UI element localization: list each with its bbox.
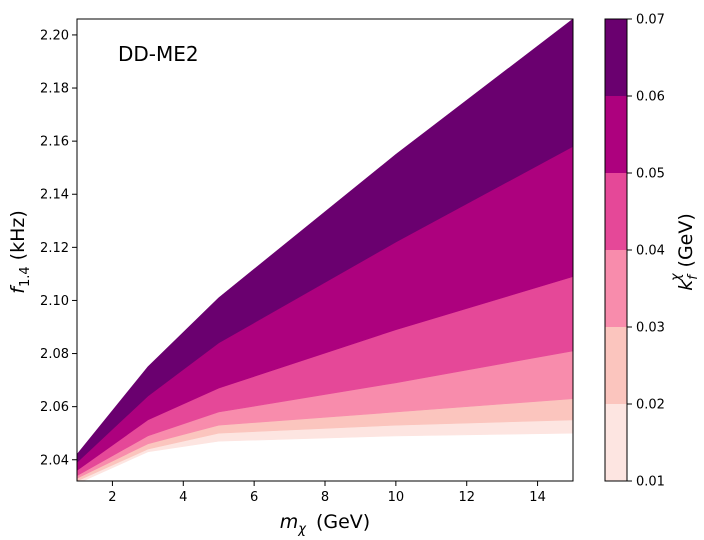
colorbar-tick-label: 0.05 bbox=[636, 167, 665, 182]
y-tick-label: 2.08 bbox=[40, 347, 69, 362]
y-tick-label: 2.18 bbox=[40, 82, 69, 97]
colorbar-tick-label: 0.02 bbox=[636, 398, 665, 413]
x-axis-ticks: 2 4 6 8 10 12 14 bbox=[108, 481, 546, 505]
contour-bands bbox=[77, 19, 573, 481]
x-tick-label: 10 bbox=[388, 490, 405, 505]
colorbar-segment-4 bbox=[605, 173, 627, 250]
y-tick-label: 2.04 bbox=[40, 453, 69, 468]
colorbar-label-unit: (GeV) bbox=[675, 213, 697, 267]
contour-band-6 bbox=[77, 19, 573, 463]
colorbar-segment-1 bbox=[605, 404, 627, 481]
y-tick-label: 2.16 bbox=[40, 135, 69, 150]
x-axis-label-unit: (GeV) bbox=[316, 511, 370, 533]
y-axis-label: f1.4 (kHz) bbox=[7, 210, 33, 293]
x-tick-label: 8 bbox=[321, 490, 329, 505]
y-tick-label: 2.12 bbox=[40, 241, 69, 256]
y-tick-label: 2.20 bbox=[40, 28, 69, 43]
colorbar-tick-label: 0.04 bbox=[636, 244, 665, 259]
colorbar-segment-6 bbox=[605, 19, 627, 96]
y-tick-label: 2.14 bbox=[40, 188, 69, 203]
colorbar-label-subscript: f bbox=[686, 273, 701, 280]
colorbar-tick-label: 0.03 bbox=[636, 321, 665, 336]
x-axis-label-symbol: m bbox=[280, 511, 299, 533]
colorbar-tick-label: 0.06 bbox=[636, 90, 665, 105]
colorbar-label: kfχ (GeV) bbox=[669, 213, 701, 291]
x-tick-label: 6 bbox=[250, 490, 258, 505]
x-axis-label-subscript: χ bbox=[297, 522, 307, 537]
y-axis-label-symbol: f bbox=[7, 284, 29, 294]
colorbar-segment-3 bbox=[605, 250, 627, 327]
x-tick-label: 14 bbox=[529, 490, 546, 505]
x-axis-label: mχ (GeV) bbox=[280, 511, 370, 537]
y-axis-ticks: 2.04 2.06 2.08 2.10 2.12 2.14 2.16 2.18 2.20 bbox=[40, 28, 77, 468]
y-axis-label-unit: (kHz) bbox=[7, 210, 29, 260]
x-tick-label: 4 bbox=[179, 490, 187, 505]
colorbar-tick-label: 0.07 bbox=[636, 13, 665, 28]
y-axis-label-subscript: 1.4 bbox=[18, 266, 33, 287]
x-tick-label: 12 bbox=[458, 490, 475, 505]
colorbar-segment-5 bbox=[605, 96, 627, 173]
model-annotation: DD-ME2 bbox=[118, 42, 199, 66]
colorbar-label-superscript: χ bbox=[669, 272, 684, 282]
colorbar bbox=[605, 19, 627, 481]
y-tick-label: 2.06 bbox=[40, 400, 69, 415]
y-tick-label: 2.10 bbox=[40, 294, 69, 309]
colorbar-ticks: 0.01 0.02 0.03 0.04 0.05 0.06 0.07 bbox=[627, 13, 665, 490]
colorbar-segment-2 bbox=[605, 327, 627, 404]
colorbar-label-symbol: k bbox=[675, 279, 697, 291]
colorbar-tick-label: 0.01 bbox=[636, 475, 665, 490]
x-tick-label: 2 bbox=[108, 490, 116, 505]
